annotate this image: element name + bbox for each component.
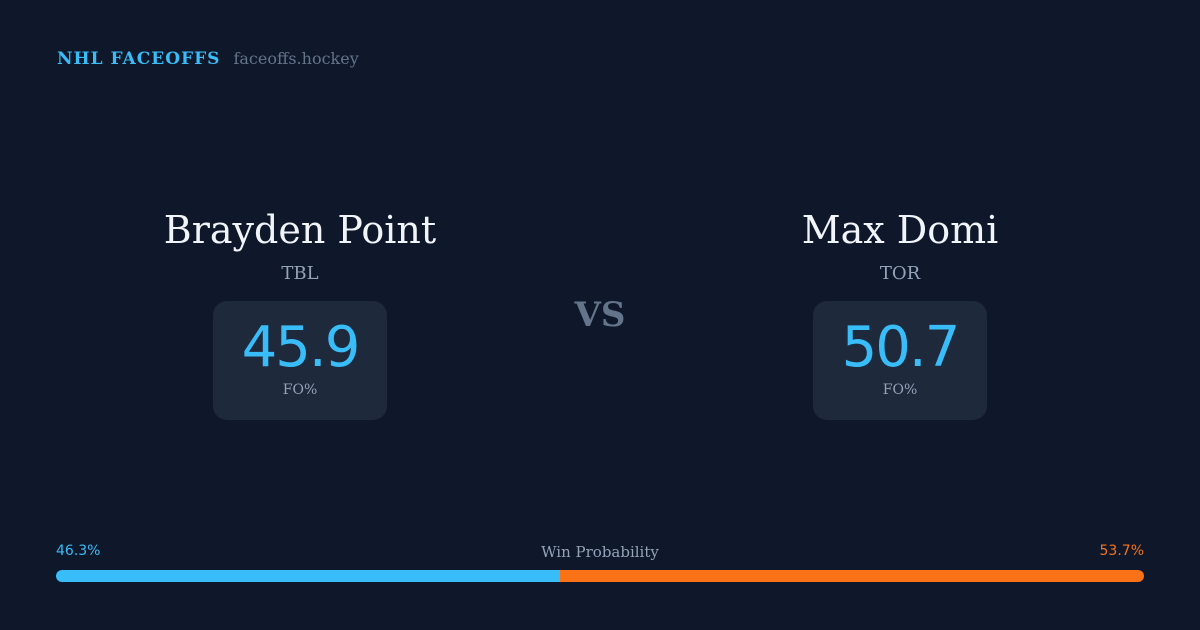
win-probability-title: Win Probability	[541, 543, 659, 561]
player-name: Brayden Point	[163, 208, 437, 252]
versus-label: VS	[574, 295, 626, 335]
faceoff-percentage: 50.7	[841, 315, 961, 380]
player-left: Brayden Point TBL 45.9 FO%	[100, 205, 500, 420]
left-probability-fill	[56, 570, 560, 582]
stat-card: 50.7 FO%	[813, 301, 987, 420]
left-probability: 46.3%	[56, 543, 101, 559]
faceoff-percentage: 45.9	[241, 315, 361, 380]
brand-title: NHL FACEOFFS	[57, 49, 221, 69]
brand-header: NHL FACEOFFS faceoffs.hockey	[57, 49, 359, 69]
stat-card: 45.9 FO%	[213, 301, 387, 420]
right-probability-fill	[559, 570, 1144, 582]
site-url: faceoffs.hockey	[233, 49, 359, 68]
player-right: Max Domi TOR 50.7 FO%	[700, 205, 1100, 420]
player-name: Max Domi	[801, 208, 999, 252]
stat-label: FO%	[882, 382, 918, 398]
player-team: TOR	[879, 263, 921, 284]
probability-bar	[56, 570, 1144, 582]
player-team: TBL	[281, 263, 319, 284]
stat-label: FO%	[282, 382, 318, 398]
right-probability: 53.7%	[1099, 543, 1144, 559]
win-probability: 46.3% Win Probability 53.7%	[56, 543, 1144, 582]
